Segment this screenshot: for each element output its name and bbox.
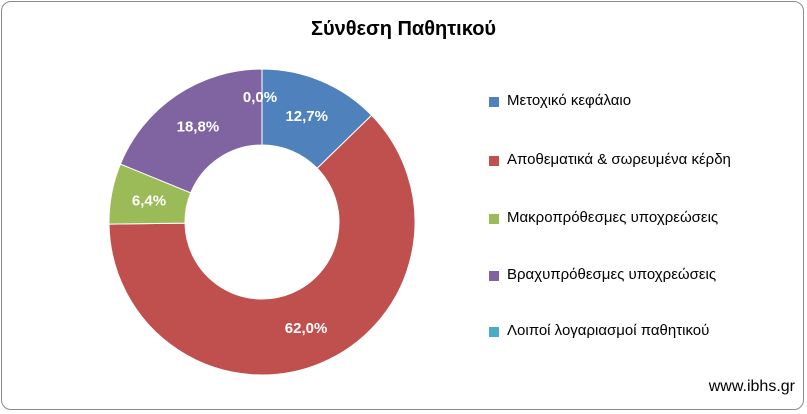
legend-label: Βραχυπρόθεσμες υποχρεώσεις <box>507 266 717 283</box>
legend-swatch <box>489 271 499 281</box>
legend-swatch <box>489 97 499 107</box>
website-watermark: www.ibhs.gr <box>708 378 795 395</box>
donut-slice-3 <box>119 68 263 194</box>
slice-value-label-2: 6,4% <box>132 193 166 210</box>
chart-title: Σύνθεση Παθητικού <box>310 18 497 40</box>
slice-value-label-1: 62,0% <box>285 320 328 337</box>
legend-label: Μακροπρόθεσμες υποχρεώσεις <box>507 209 719 226</box>
donut-slice-1 <box>108 114 416 376</box>
legend-label: Λοιποί λογαριασμοί παθητικού <box>507 322 710 339</box>
legend-swatch <box>489 156 499 166</box>
legend-label: Μετοχικό κεφάλαιο <box>507 92 632 109</box>
legend-swatch <box>489 214 499 224</box>
legend-label: Αποθεματικά & σωρευμένα κέρδη <box>507 151 731 168</box>
legend-swatch <box>489 327 499 337</box>
slice-value-label-3: 18,8% <box>177 119 220 136</box>
slice-value-label-0: 12,7% <box>285 108 328 125</box>
slice-value-label-4: 0,0% <box>243 89 277 106</box>
